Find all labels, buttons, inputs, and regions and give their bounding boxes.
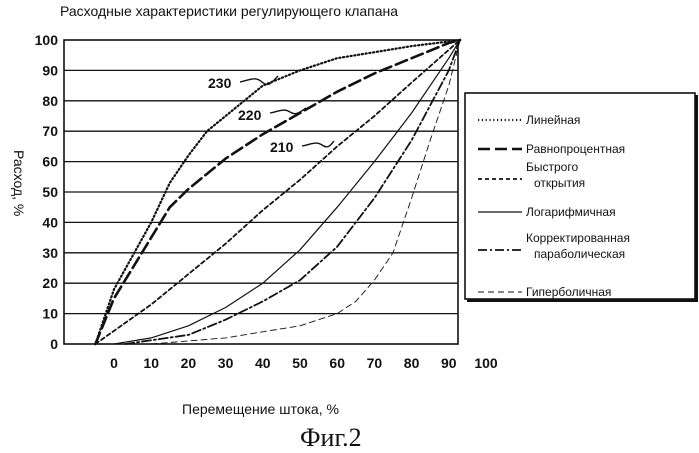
x-tick-label: 50 xyxy=(292,355,308,371)
y-tick-label: 50 xyxy=(42,184,58,200)
y-tick-label: 90 xyxy=(42,62,58,78)
y-axis-label: Расход, % xyxy=(11,150,27,216)
legend-label-5: Корректированная xyxy=(526,231,630,245)
y-tick-label: 100 xyxy=(35,32,59,48)
y-tick-labels: 0 10 20 30 40 50 60 70 80 90 100 xyxy=(35,32,59,352)
legend-label-4: Логарифмичная xyxy=(526,205,616,219)
x-tick-label: 20 xyxy=(181,355,197,371)
figure-caption: Фиг.2 xyxy=(300,423,362,452)
legend: Линейная Равнопроцентная Быстрого открытия Л… xyxy=(465,93,698,302)
x-axis-label: Перемещение штока, % xyxy=(182,401,339,417)
x-tick-label: 100 xyxy=(474,355,498,371)
y-tick-label: 80 xyxy=(42,93,58,109)
y-tick-label: 60 xyxy=(42,154,58,170)
y-tick-label: 20 xyxy=(42,275,58,291)
y-tick-label: 40 xyxy=(42,214,58,230)
chart-title: Расходные характеристики регулирующего к… xyxy=(60,3,398,19)
y-tick-label: 30 xyxy=(42,245,58,261)
y-tick-label: 10 xyxy=(42,306,58,322)
x-tick-label: 30 xyxy=(218,355,234,371)
x-tick-label: 80 xyxy=(404,355,420,371)
x-tick-label: 10 xyxy=(143,355,159,371)
x-tick-label: 70 xyxy=(367,355,383,371)
x-tick-label: 60 xyxy=(329,355,345,371)
annotation-210: 210 xyxy=(270,139,294,155)
y-tick-label: 0 xyxy=(50,336,58,352)
x-tick-labels: 0 10 20 30 40 50 60 70 80 90 100 xyxy=(110,355,498,371)
legend-shadow-right xyxy=(695,95,698,301)
y-tick-label: 70 xyxy=(42,123,58,139)
annotation-leader-230 xyxy=(240,76,278,84)
x-tick-label: 90 xyxy=(441,355,457,371)
legend-label-3-line2: открытия xyxy=(534,176,585,190)
annotation-220: 220 xyxy=(238,107,262,123)
x-tick-label: 40 xyxy=(255,355,271,371)
annotation-230: 230 xyxy=(208,75,232,91)
legend-label-3: Быстрого xyxy=(526,160,578,174)
legend-label-6: Гиперболичная xyxy=(526,285,611,299)
x-tick-label: 0 xyxy=(110,355,118,371)
legend-label-2: Равнопроцентная xyxy=(526,142,625,156)
legend-label-1: Линейная xyxy=(526,113,580,127)
annotation-leader-210 xyxy=(302,141,334,147)
legend-label-5-line2: параболическая xyxy=(534,247,625,261)
legend-shadow-bottom xyxy=(467,299,698,302)
